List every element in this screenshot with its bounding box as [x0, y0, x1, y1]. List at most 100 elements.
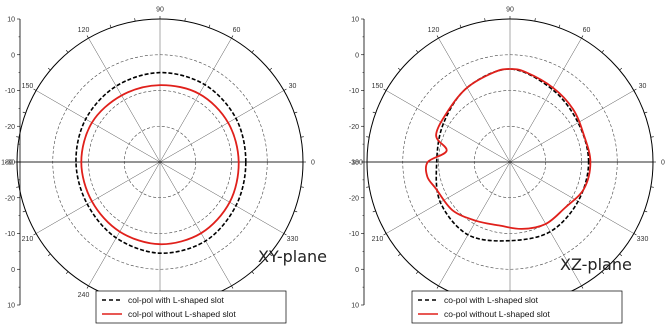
angle-minor-tick — [300, 136, 304, 138]
angle-minor-tick — [581, 35, 584, 39]
angle-label-120: 120 — [428, 27, 440, 34]
angle-minor-tick — [294, 111, 298, 114]
angle-minor-tick — [601, 49, 605, 53]
angle-minor-tick — [397, 67, 401, 71]
angle-minor-tick — [86, 35, 89, 39]
grid-spoke — [36, 161, 161, 234]
radial-tick-label: -20 — [349, 124, 359, 131]
radial-tick-label: 10 — [7, 17, 15, 24]
radial-tick-label: 0 — [11, 267, 15, 274]
angle-minor-tick — [415, 49, 419, 53]
angle-minor-tick — [231, 35, 234, 39]
angle-minor-tick — [372, 111, 376, 114]
angle-minor-tick — [436, 35, 439, 39]
angle-minor-tick — [22, 111, 26, 114]
angle-minor-tick — [47, 67, 51, 71]
angle-label-150: 150 — [22, 83, 34, 90]
radial-tick-label: -30 — [5, 160, 15, 167]
grid-spoke — [88, 38, 161, 163]
angle-minor-tick — [415, 271, 419, 275]
angle-minor-tick — [619, 67, 623, 71]
grid-spoke — [386, 161, 511, 234]
angle-minor-tick — [366, 136, 370, 138]
angle-minor-tick — [86, 285, 89, 289]
angle-label-210: 210 — [372, 236, 384, 243]
angle-label-60: 60 — [233, 27, 241, 34]
grid-spoke — [386, 90, 511, 163]
angle-minor-tick — [22, 210, 26, 213]
angle-minor-tick — [16, 186, 20, 188]
grid-spoke — [159, 161, 284, 234]
angle-minor-tick — [397, 253, 401, 257]
radial-tick-label: -10 — [5, 231, 15, 238]
radial-tick-label: -20 — [5, 195, 15, 202]
angle-minor-tick — [184, 18, 186, 22]
radial-tick-label: 0 — [11, 52, 15, 59]
radial-tick-label: -30 — [349, 160, 359, 167]
radial-tick-label: 0 — [355, 267, 359, 274]
grid-spoke — [36, 90, 161, 163]
legend-label-2: col-pol without L-shaped slot — [128, 309, 236, 319]
angle-minor-tick — [366, 186, 370, 188]
grid-spoke — [509, 161, 634, 234]
angle-minor-tick — [436, 285, 439, 289]
angle-minor-tick — [33, 233, 37, 236]
angle-minor-tick — [619, 253, 623, 257]
angle-minor-tick — [251, 271, 255, 275]
angle-minor-tick — [372, 210, 376, 213]
angle-label-60: 60 — [583, 27, 591, 34]
legend: co-pol with L-shaped slot co-pol without … — [411, 290, 623, 324]
angle-minor-tick — [534, 18, 536, 22]
angle-minor-tick — [383, 233, 387, 236]
angle-minor-tick — [581, 285, 584, 289]
angle-label-330: 330 — [287, 236, 299, 243]
angle-minor-tick — [300, 186, 304, 188]
grid-spoke — [159, 161, 232, 286]
radial-tick-label: -10 — [5, 88, 15, 95]
angle-label-0: 0 — [661, 160, 665, 167]
angle-label-30: 30 — [289, 83, 297, 90]
legend-box — [411, 290, 623, 324]
radial-tick-label: 0 — [355, 52, 359, 59]
grid-spoke — [88, 161, 161, 286]
angle-minor-tick — [633, 88, 637, 91]
plane-label: XZ-plane — [560, 255, 632, 274]
plane-label: XY-plane — [258, 247, 327, 266]
angle-minor-tick — [47, 253, 51, 257]
angle-minor-tick — [283, 88, 287, 91]
angle-label-180: 180 — [351, 160, 363, 167]
grid-spoke — [159, 38, 232, 163]
legend-label-1: co-pol with L-shaped slot — [444, 295, 539, 305]
angle-minor-tick — [208, 24, 211, 28]
angle-minor-tick — [644, 210, 648, 213]
polar-chart-2: 0306090120150180210240270300330100-10-20… — [349, 7, 665, 324]
angle-minor-tick — [269, 67, 273, 71]
angle-minor-tick — [65, 49, 69, 53]
angle-minor-tick — [231, 285, 234, 289]
grid-spoke — [438, 161, 511, 286]
angle-minor-tick — [269, 253, 273, 257]
angle-minor-tick — [650, 186, 654, 188]
series-line-2 — [80, 84, 240, 246]
angle-label-180: 180 — [1, 160, 13, 167]
grid-spoke — [509, 38, 582, 163]
radial-tick-label: 10 — [351, 303, 359, 310]
grid-spoke — [509, 90, 634, 163]
angle-label-150: 150 — [372, 83, 384, 90]
angle-label-90: 90 — [156, 7, 164, 14]
angle-minor-tick — [558, 24, 561, 28]
angle-minor-tick — [283, 233, 287, 236]
angle-minor-tick — [16, 136, 20, 138]
radial-tick-label: 10 — [7, 303, 15, 310]
grid-spoke — [438, 38, 511, 163]
angle-minor-tick — [633, 233, 637, 236]
angle-minor-tick — [294, 210, 298, 213]
radial-tick-label: -10 — [349, 88, 359, 95]
angle-minor-tick — [134, 18, 136, 22]
radial-tick-label: -10 — [349, 231, 359, 238]
angle-label-330: 330 — [637, 236, 649, 243]
legend-label-2: co-pol without L-shaped slot — [444, 309, 550, 319]
angle-minor-tick — [109, 24, 112, 28]
angle-label-30: 30 — [639, 83, 647, 90]
